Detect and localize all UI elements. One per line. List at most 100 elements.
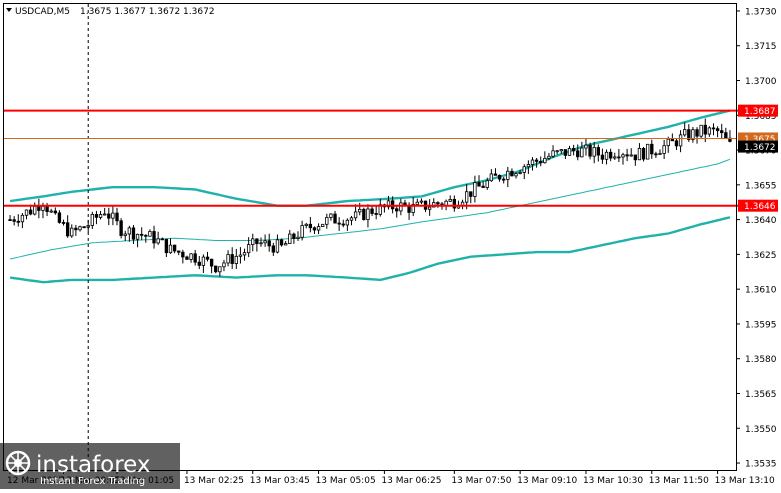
candle [370, 206, 374, 217]
candle [144, 234, 148, 243]
y-tick-label: 1.3550 [745, 425, 777, 435]
candle [674, 138, 679, 151]
candle [448, 195, 452, 203]
candle [107, 207, 111, 226]
svg-text:1.3672: 1.3672 [744, 143, 776, 153]
candle [316, 223, 321, 235]
candle [658, 149, 662, 155]
candle [427, 199, 432, 216]
candle [654, 151, 658, 159]
symbol-dropdown-icon[interactable] [6, 8, 12, 12]
candle [164, 238, 169, 258]
candle [711, 123, 716, 136]
candle [592, 141, 596, 164]
candle [613, 152, 617, 160]
candle [662, 139, 666, 160]
candle [481, 181, 485, 188]
candle [296, 231, 300, 242]
candle [419, 198, 424, 205]
candle [366, 204, 370, 228]
support-price-badge: 1.3646 [738, 199, 778, 212]
candle [226, 250, 230, 267]
candle [90, 211, 95, 230]
candle [715, 126, 720, 138]
candle [576, 144, 580, 161]
candle [555, 149, 559, 155]
levels-layer [4, 4, 740, 470]
candle [720, 123, 724, 139]
candle [234, 248, 238, 270]
candle [604, 149, 609, 165]
candle [617, 148, 621, 163]
x-tick-label: 13 Mar 13:10 [715, 476, 775, 486]
candle [539, 156, 543, 167]
candle [362, 207, 366, 221]
candle [386, 195, 391, 210]
candle [168, 238, 173, 254]
candle [337, 217, 341, 231]
candle [209, 258, 214, 274]
candle [53, 207, 57, 215]
candle [16, 214, 20, 227]
candle [641, 146, 646, 162]
candle [395, 205, 399, 218]
x-tick-label: 13 Mar 03:45 [250, 476, 310, 486]
candle [571, 144, 576, 156]
y-tick-label: 1.3640 [745, 216, 777, 226]
candle [452, 195, 457, 212]
candle [522, 164, 526, 180]
candle [691, 126, 695, 143]
candle [172, 244, 177, 254]
candle [98, 210, 103, 220]
candle [596, 144, 600, 162]
candle [78, 225, 82, 232]
candle [251, 233, 255, 252]
candle [275, 234, 280, 254]
candle [127, 225, 132, 242]
y-tick-label: 1.3565 [745, 390, 777, 400]
candle [353, 204, 358, 221]
candle [493, 168, 498, 176]
candle [588, 142, 592, 160]
candle [304, 222, 308, 229]
candle [670, 133, 675, 142]
candle [57, 210, 62, 224]
candle [12, 216, 16, 226]
candle [526, 160, 531, 174]
x-tick-label: 13 Mar 02:25 [184, 476, 244, 486]
candle [49, 208, 53, 213]
candles-layer [8, 118, 732, 277]
candle [341, 219, 345, 228]
y-tick-label: 1.3625 [745, 251, 777, 261]
candle [695, 127, 699, 144]
chart-header: USDCAD,M5 1.3675 1.3677 1.3672 1.3672 [6, 7, 215, 17]
candle [329, 213, 333, 221]
resistance-price-badge: 1.3687 [738, 104, 778, 117]
candle [271, 242, 276, 256]
x-tick-label: 13 Mar 11:50 [649, 476, 709, 486]
candle [678, 130, 683, 153]
moving-average-line [9, 158, 731, 260]
candle [629, 148, 633, 157]
candle [201, 254, 206, 273]
y-tick-label: 1.3610 [745, 286, 777, 296]
svg-text:1.3675: 1.3675 [744, 135, 776, 145]
candle [255, 238, 259, 252]
candle [218, 266, 222, 277]
candle [600, 148, 605, 164]
candle [222, 259, 226, 272]
candle [436, 201, 440, 208]
candle [111, 205, 115, 226]
candle [650, 139, 654, 159]
candle [160, 237, 164, 241]
candle [135, 233, 140, 248]
candle [267, 233, 271, 252]
candle [506, 166, 510, 188]
y-tick-label: 1.3685 [745, 112, 777, 122]
candle [374, 205, 378, 220]
candle [205, 251, 210, 262]
candle [119, 218, 123, 239]
candle [349, 215, 354, 226]
watermark-brand: instaforex [36, 452, 151, 478]
